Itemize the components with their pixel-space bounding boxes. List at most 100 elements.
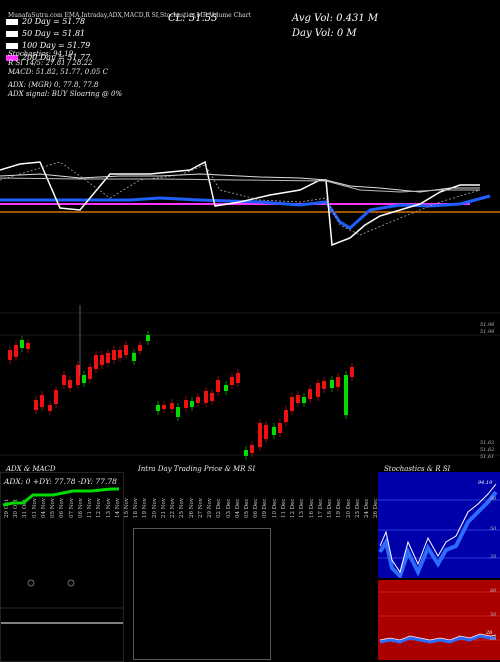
candle-body [308,389,312,399]
candle-body [278,423,282,433]
candle-body [302,397,306,403]
rsi-lines [378,591,500,644]
candle-body [350,367,354,377]
rsi-panel: 80 50 20 28 [378,580,500,660]
candle-body [100,355,104,365]
stoch-tag: 94.19 [478,480,493,486]
rsi-blue-line [379,634,496,644]
macd-value: MACD: 51.82, 51.77, 0.05 C [8,68,108,76]
candle-body [8,350,12,360]
candle-body [258,423,262,447]
candle-body [68,380,72,388]
legend-swatch-100 [6,43,18,49]
date-label: 05 Dec [244,498,250,519]
date-label: 13 Dec [299,498,306,519]
legend-swatch-20 [6,19,18,25]
stoch-white-line [379,483,497,574]
ema-20-line [0,160,480,247]
legend-label-50: 50 Day = 51.81 [22,29,86,38]
adx-marker-1 [27,579,35,587]
avg-volume: Avg Vol: 0.431 M [292,13,379,24]
candle-body [48,405,52,411]
date-label: 20 Nov [151,498,158,518]
price-scale-bottom: 51.62 [480,440,495,446]
stoch-scale-50: 50 [490,526,497,532]
candle-body [330,380,334,388]
candle-body [146,335,150,341]
date-label: 20 Dec [345,498,352,519]
date-label: 22 Nov [170,498,177,518]
legend-label-200: 200 Day = 51.77 [22,53,91,62]
candles [8,305,354,460]
date-label: 19 Dec [336,498,343,519]
candle-body [216,380,220,392]
legend-swatch-200 [6,55,18,61]
ema-chart [0,160,500,247]
candle-body [20,340,24,348]
candle-body [184,400,188,408]
date-label: 18 Dec [327,498,334,519]
candle-chart [0,305,500,460]
candle-body [322,381,326,389]
date-label: 27 Nov [197,498,204,518]
candle-body [118,350,122,358]
price-scale-top: 51.98 [480,322,495,328]
close-price: CL: 51.55 [168,13,218,24]
date-label: 15 Nov [124,498,130,518]
candle-body [272,427,276,435]
adx-signal: ADX signal: BUY Sloaring @ 0% [8,90,123,98]
date-label: 06 Dec [253,498,260,519]
candle-body [190,401,194,407]
date-label: 12 Dec [290,498,297,519]
intraday-panel [133,528,271,660]
date-label: 26 Nov [188,498,195,518]
date-label: 04 Dec [234,498,241,519]
candle-body [236,373,240,383]
candle-body [156,405,160,411]
adx-marker-2 [67,579,75,587]
candle-body [250,445,254,453]
stochastics-value: Stochastics: 94.19 [8,50,74,58]
candle-body [88,367,92,379]
rsi-scale-80: 80 [490,588,497,594]
candle-body [76,365,80,385]
legend-row-200: 200 Day = 51.77 [6,53,90,65]
adx-panel-values: ADX: 0 +DY: 77.78 -DY: 77.78 [4,477,117,486]
candle-body [204,391,208,403]
date-label: 09 Dec [262,498,269,519]
chart-header-labels: MunafaSutra.com EMA,Intraday,ADX,MACD,R … [8,12,251,19]
candle-body [62,375,66,385]
candle-body [284,410,288,422]
candle-body [124,345,128,355]
rsi-white-line [379,633,497,641]
stoch-scale-80: 80 [490,496,497,502]
rsi-value: R SI 14/5: 27.81 / 28.22 [8,59,93,67]
candle-body [54,390,58,404]
candle-body [290,397,294,411]
price-scale-top2: 51.98 [480,329,495,335]
candle-body [296,395,300,403]
date-label: 16 Dec [308,498,315,519]
date-label: 19 Nov [142,498,149,518]
candle-body [82,375,86,383]
intraday-panel-title: Intra Day Trading Price & MR SI [138,465,256,473]
candle-body [26,343,30,349]
adx-panel: ADX: 0 +DY: 77.78 -DY: 77.78 [0,472,124,662]
adx-lines [1,487,123,624]
candle-body [112,350,116,360]
date-label: 02 Dec [216,498,223,519]
stoch-blue-line [378,490,498,578]
ema-legend: 20 Day = 51.78 50 Day = 51.81 100 Day = … [6,17,90,65]
date-label: 18 Nov [133,498,140,518]
legend-row-20: 20 Day = 51.78 [6,17,90,29]
adx-value: ADX: (MGR) 0, 77.8, 77.8 [8,81,99,89]
candle-body [94,355,98,369]
legend-label-20: 20 Day = 51.78 [22,17,86,26]
stoch-scale-20: 20 [490,554,497,560]
candle-body [106,353,110,363]
legend-label-100: 100 Day = 51.79 [22,41,91,50]
stoch-panel: 80 50 20 94.19 [378,472,500,578]
legend-row-50: 50 Day = 51.81 [6,29,90,41]
date-label: 17 Dec [317,498,324,519]
adx-panel-title: ADX & MACD [6,465,56,473]
